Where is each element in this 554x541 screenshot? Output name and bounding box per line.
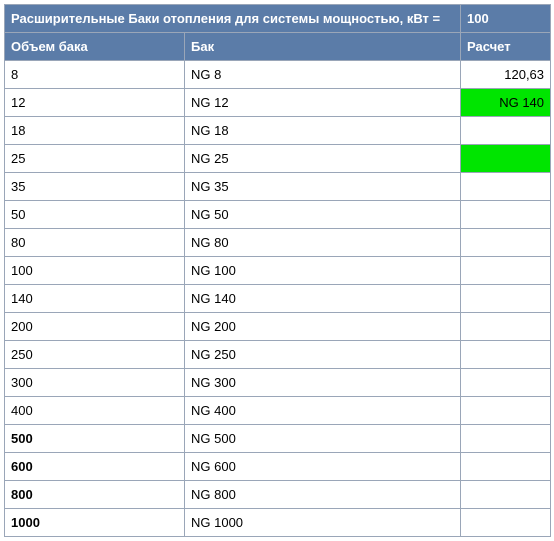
cell-calc xyxy=(461,369,551,397)
cell-volume: 12 xyxy=(5,89,185,117)
cell-calc xyxy=(461,117,551,145)
expansion-tanks-table: Расширительные Баки отопления для систем… xyxy=(4,4,551,537)
cell-volume: 140 xyxy=(5,285,185,313)
title-label: Расширительные Баки отопления для систем… xyxy=(5,5,461,33)
table-row: 8NG 8120,63 xyxy=(5,61,551,89)
table-row: 50NG 50 xyxy=(5,201,551,229)
cell-volume: 35 xyxy=(5,173,185,201)
cell-calc xyxy=(461,509,551,537)
title-row: Расширительные Баки отопления для систем… xyxy=(5,5,551,33)
cell-tank: NG 18 xyxy=(185,117,461,145)
cell-tank: NG 25 xyxy=(185,145,461,173)
table-row: 140NG 140 xyxy=(5,285,551,313)
header-calc: Расчет xyxy=(461,33,551,61)
cell-calc xyxy=(461,425,551,453)
table-row: 12NG 12NG 140 xyxy=(5,89,551,117)
cell-tank: NG 300 xyxy=(185,369,461,397)
cell-calc xyxy=(461,257,551,285)
cell-tank: NG 500 xyxy=(185,425,461,453)
cell-volume: 800 xyxy=(5,481,185,509)
cell-tank: NG 8 xyxy=(185,61,461,89)
table-row: 200NG 200 xyxy=(5,313,551,341)
cell-tank: NG 250 xyxy=(185,341,461,369)
cell-calc xyxy=(461,481,551,509)
cell-calc xyxy=(461,201,551,229)
cell-tank: NG 50 xyxy=(185,201,461,229)
table-row: 250NG 250 xyxy=(5,341,551,369)
header-tank: Бак xyxy=(185,33,461,61)
cell-calc xyxy=(461,145,551,173)
header-volume: Объем бака xyxy=(5,33,185,61)
cell-volume: 8 xyxy=(5,61,185,89)
table-row: 1000NG 1000 xyxy=(5,509,551,537)
cell-calc xyxy=(461,229,551,257)
table-row: 600NG 600 xyxy=(5,453,551,481)
cell-calc xyxy=(461,341,551,369)
cell-tank: NG 1000 xyxy=(185,509,461,537)
table-row: 100NG 100 xyxy=(5,257,551,285)
table-row: 25NG 25 xyxy=(5,145,551,173)
cell-calc xyxy=(461,453,551,481)
cell-tank: NG 80 xyxy=(185,229,461,257)
cell-calc xyxy=(461,397,551,425)
cell-tank: NG 35 xyxy=(185,173,461,201)
cell-volume: 250 xyxy=(5,341,185,369)
cell-calc xyxy=(461,313,551,341)
cell-tank: NG 400 xyxy=(185,397,461,425)
cell-tank: NG 200 xyxy=(185,313,461,341)
title-value: 100 xyxy=(461,5,551,33)
table-row: 400NG 400 xyxy=(5,397,551,425)
cell-volume: 500 xyxy=(5,425,185,453)
cell-volume: 80 xyxy=(5,229,185,257)
cell-volume: 25 xyxy=(5,145,185,173)
header-row: Объем бака Бак Расчет xyxy=(5,33,551,61)
cell-volume: 18 xyxy=(5,117,185,145)
table-row: 35NG 35 xyxy=(5,173,551,201)
table-row: 18NG 18 xyxy=(5,117,551,145)
cell-tank: NG 600 xyxy=(185,453,461,481)
table-row: 300NG 300 xyxy=(5,369,551,397)
cell-volume: 200 xyxy=(5,313,185,341)
cell-tank: NG 12 xyxy=(185,89,461,117)
cell-volume: 1000 xyxy=(5,509,185,537)
cell-volume: 100 xyxy=(5,257,185,285)
cell-volume: 600 xyxy=(5,453,185,481)
cell-tank: NG 800 xyxy=(185,481,461,509)
cell-calc xyxy=(461,285,551,313)
cell-tank: NG 140 xyxy=(185,285,461,313)
table-row: 500NG 500 xyxy=(5,425,551,453)
cell-volume: 400 xyxy=(5,397,185,425)
cell-volume: 300 xyxy=(5,369,185,397)
cell-calc xyxy=(461,173,551,201)
table-row: 80NG 80 xyxy=(5,229,551,257)
cell-volume: 50 xyxy=(5,201,185,229)
cell-tank: NG 100 xyxy=(185,257,461,285)
table-row: 800NG 800 xyxy=(5,481,551,509)
cell-calc: NG 140 xyxy=(461,89,551,117)
cell-calc: 120,63 xyxy=(461,61,551,89)
